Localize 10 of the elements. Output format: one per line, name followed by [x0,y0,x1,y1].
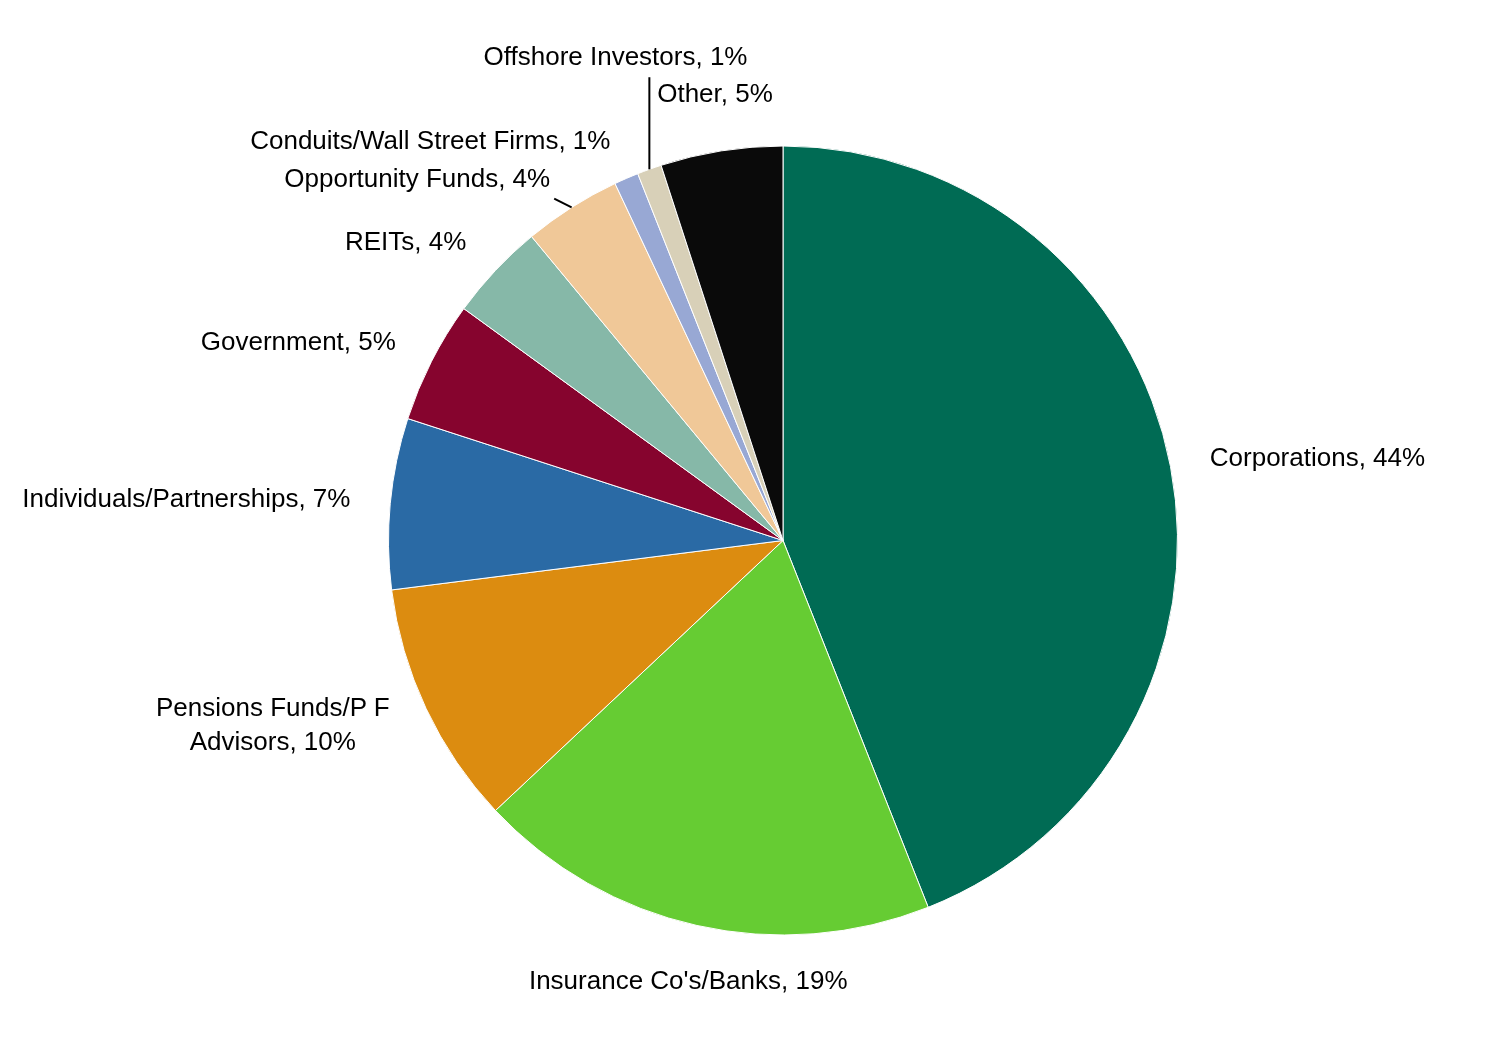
slice-label: Offshore Investors, 1% [483,41,748,72]
slice-label: Conduits/Wall Street Firms, 1% [250,124,611,155]
slice-label: Other, 5% [657,77,773,108]
slice-label: Pensions Funds/P F Advisors, 10% [155,691,390,756]
slice-label: Individuals/Partnerships, 7% [22,482,351,513]
slice-label: Insurance Co's/Banks, 19% [528,964,848,995]
slice-label: Government, 5% [200,326,396,357]
slice-label: Corporations, 44% [1209,442,1426,473]
slice-label: REITs, 4% [344,226,467,257]
slice-label: Opportunity Funds, 4% [284,162,551,193]
